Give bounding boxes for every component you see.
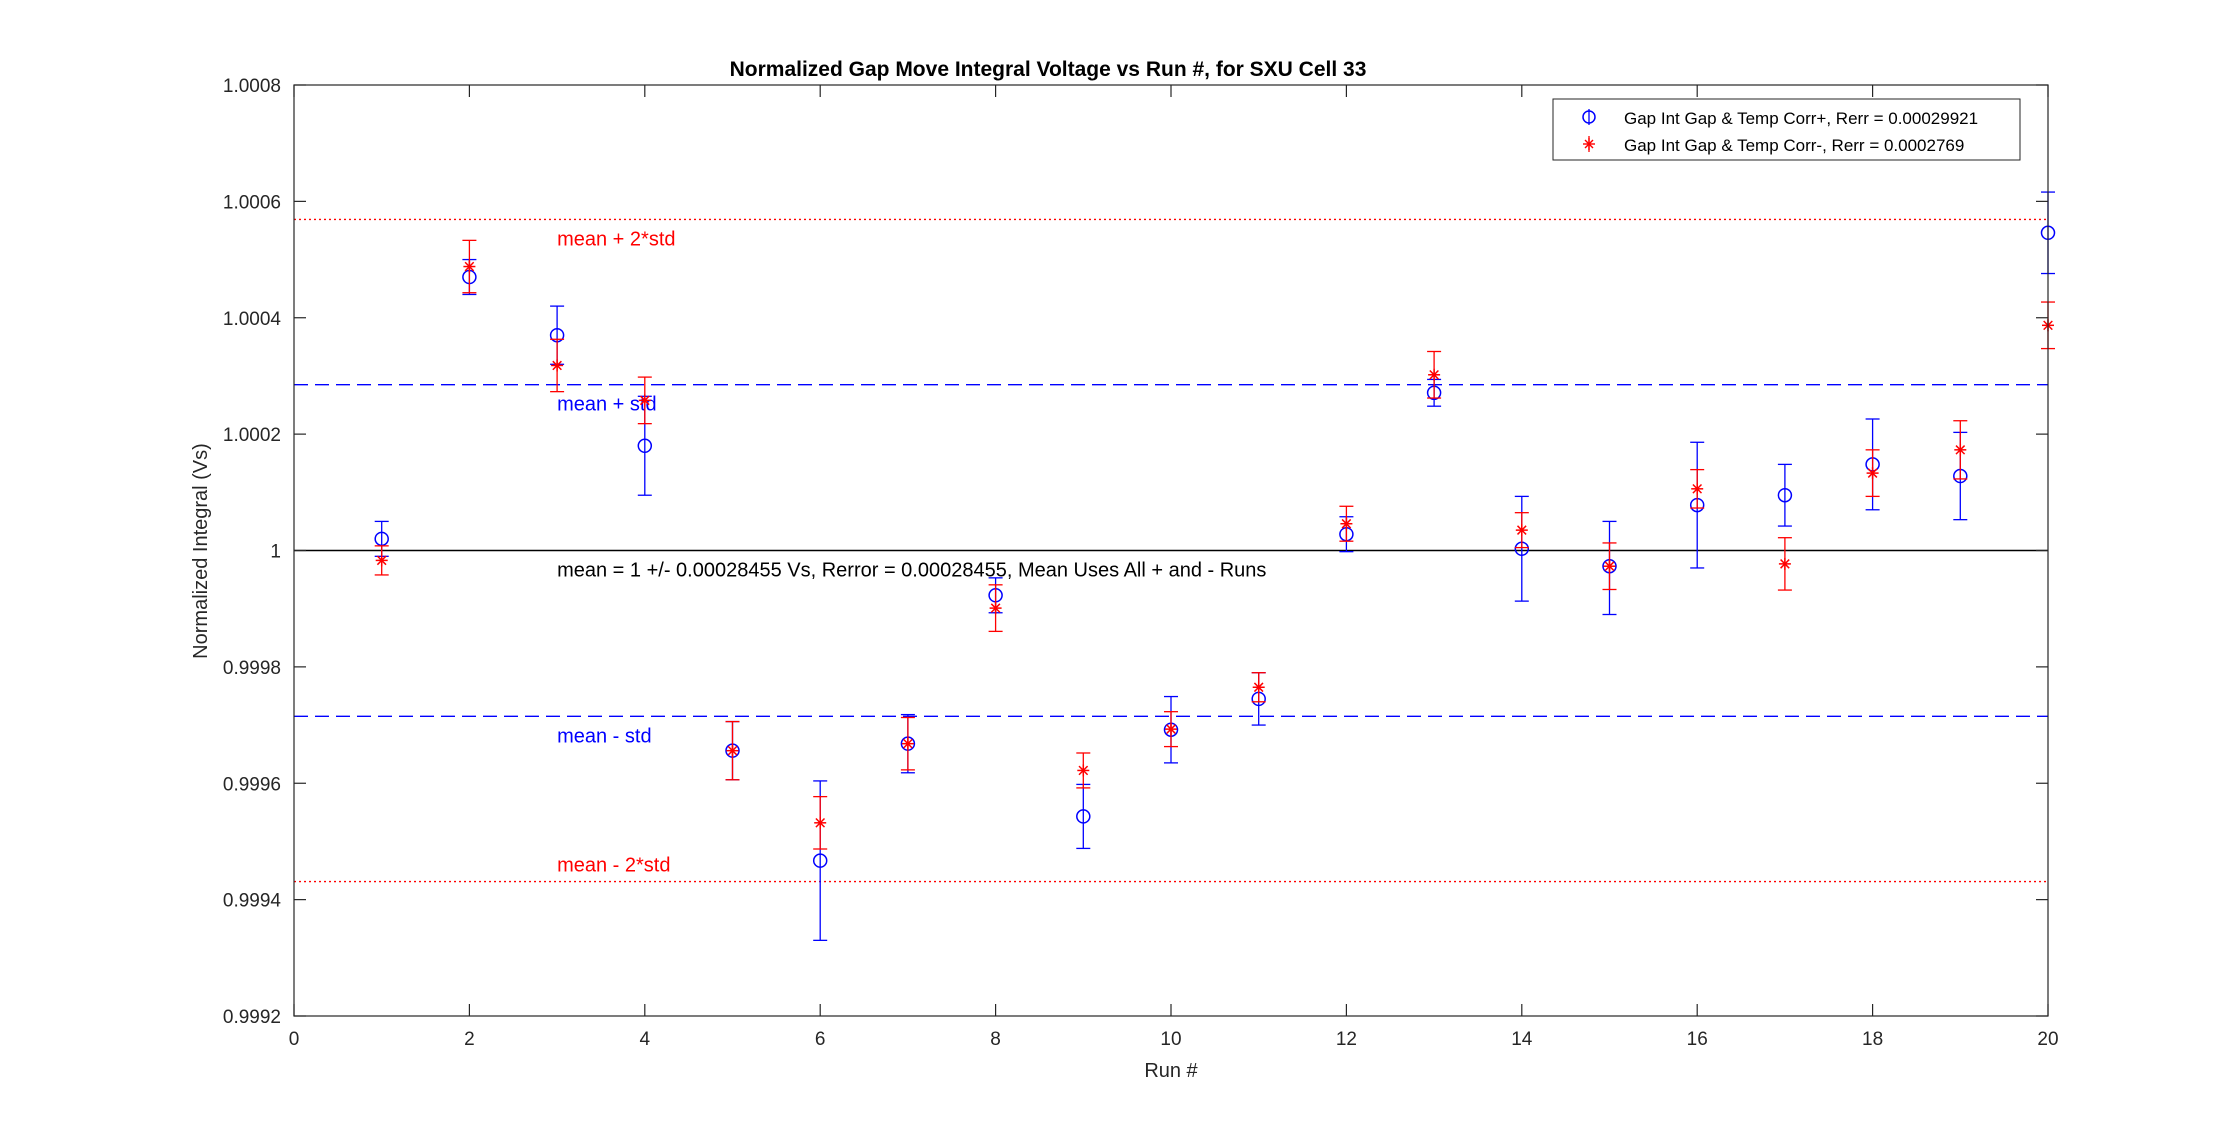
y-tick-label: 1.0002 <box>223 425 281 446</box>
data-point <box>812 853 828 868</box>
series-corr-minus <box>374 239 2055 850</box>
data-point <box>989 602 1002 615</box>
legend-marker-circle <box>1582 110 1596 124</box>
reference-line-label: mean + 2*std <box>557 228 675 250</box>
x-tick-label: 0 <box>289 1029 300 1050</box>
asterisk-stroke <box>727 745 738 756</box>
data-point <box>1515 524 1528 537</box>
asterisk-stroke <box>1604 561 1615 572</box>
data-point <box>1778 557 1791 570</box>
asterisk-stroke <box>1867 468 1878 478</box>
data-point <box>1077 764 1090 777</box>
asterisk-stroke <box>815 817 826 828</box>
data-point <box>1340 517 1353 530</box>
data-point <box>1954 443 1967 456</box>
y-tick-label: 1 <box>270 542 281 563</box>
data-point <box>1252 681 1265 694</box>
legend-entry-corr-minus: Gap Int Gap & Temp Corr-, Rerr = 0.00027… <box>1583 136 1964 155</box>
data-point <box>1076 809 1091 824</box>
reference-line-label: mean = 1 +/- 0.00028455 Vs, Rerror = 0.0… <box>557 560 1266 582</box>
data-point <box>814 816 827 829</box>
data-point <box>1866 467 1879 480</box>
legend-marker-asterisk <box>1583 138 1595 150</box>
y-tick-label: 0.9994 <box>223 891 282 912</box>
x-tick-label: 10 <box>1160 1029 1181 1050</box>
legend-entry-corr-plus: Gap Int Gap & Temp Corr+, Rerr = 0.00029… <box>1582 109 1978 128</box>
reference-line-label: mean + std <box>557 394 657 416</box>
x-tick-label: 4 <box>640 1029 651 1050</box>
asterisk-stroke <box>639 395 650 406</box>
chart-title: Normalized Gap Move Integral Voltage vs … <box>730 58 1367 81</box>
y-tick-label: 1.0004 <box>223 309 282 330</box>
asterisk-stroke <box>903 738 913 749</box>
asterisk-stroke <box>990 603 1001 613</box>
error-bar <box>1777 463 1792 527</box>
x-tick-label: 16 <box>1687 1029 1708 1050</box>
legend: Gap Int Gap & Temp Corr+, Rerr = 0.00029… <box>1552 98 2021 161</box>
data-point <box>463 260 476 273</box>
asterisk-stroke <box>552 360 562 371</box>
data-point <box>1603 560 1616 573</box>
x-tick-label: 2 <box>464 1029 475 1050</box>
asterisk-stroke <box>1780 559 1790 569</box>
x-tick-label: 12 <box>1336 1029 1357 1050</box>
asterisk-stroke <box>464 261 475 272</box>
asterisk-stroke <box>1692 483 1703 494</box>
x-tick-label: 6 <box>815 1029 826 1050</box>
legend-label-corr-plus: Gap Int Gap & Temp Corr+, Rerr = 0.00029… <box>1624 109 1978 128</box>
y-axis-label: Normalized Integral (Vs) <box>190 443 212 659</box>
data-point <box>1165 723 1177 736</box>
y-tick-label: 0.9992 <box>223 1007 281 1028</box>
y-tick-label: 0.9996 <box>223 774 281 795</box>
reference-line-label: mean - 2*std <box>557 855 670 877</box>
asterisk-stroke <box>1516 525 1527 535</box>
asterisk-stroke <box>376 555 387 566</box>
asterisk-stroke <box>1078 765 1089 776</box>
data-point <box>901 737 914 750</box>
y-tick-label: 1.0006 <box>223 192 281 213</box>
data-point <box>1691 482 1704 495</box>
asterisk-stroke <box>1341 518 1352 529</box>
y-tick-label: 1.0008 <box>223 76 281 97</box>
data-point <box>1777 487 1793 503</box>
x-axis-label: Run # <box>1144 1060 1198 1082</box>
legend-box <box>1552 98 2021 161</box>
data-point <box>726 744 739 757</box>
legend-label-corr-minus: Gap Int Gap & Temp Corr-, Rerr = 0.00027… <box>1624 136 1964 155</box>
plot-area: mean = 1 +/- 0.00028455 Vs, Rerror = 0.0… <box>223 76 2059 1050</box>
data-point <box>375 554 388 567</box>
x-tick-label: 8 <box>990 1029 1001 1050</box>
x-tick-label: 18 <box>1862 1029 1883 1050</box>
data-point <box>551 359 564 372</box>
data-point <box>638 394 651 407</box>
reference-line-label: mean - std <box>557 725 651 747</box>
x-tick-label: 14 <box>1511 1029 1533 1050</box>
asterisk-stroke <box>1955 445 1966 455</box>
x-tick-label: 20 <box>2037 1029 2058 1050</box>
data-point <box>1428 368 1441 381</box>
data-point <box>637 438 653 454</box>
asterisk-stroke <box>1166 724 1176 734</box>
asterisk-stroke <box>1253 682 1264 693</box>
asterisk-stroke <box>1429 369 1439 380</box>
y-tick-label: 0.9998 <box>223 658 281 679</box>
